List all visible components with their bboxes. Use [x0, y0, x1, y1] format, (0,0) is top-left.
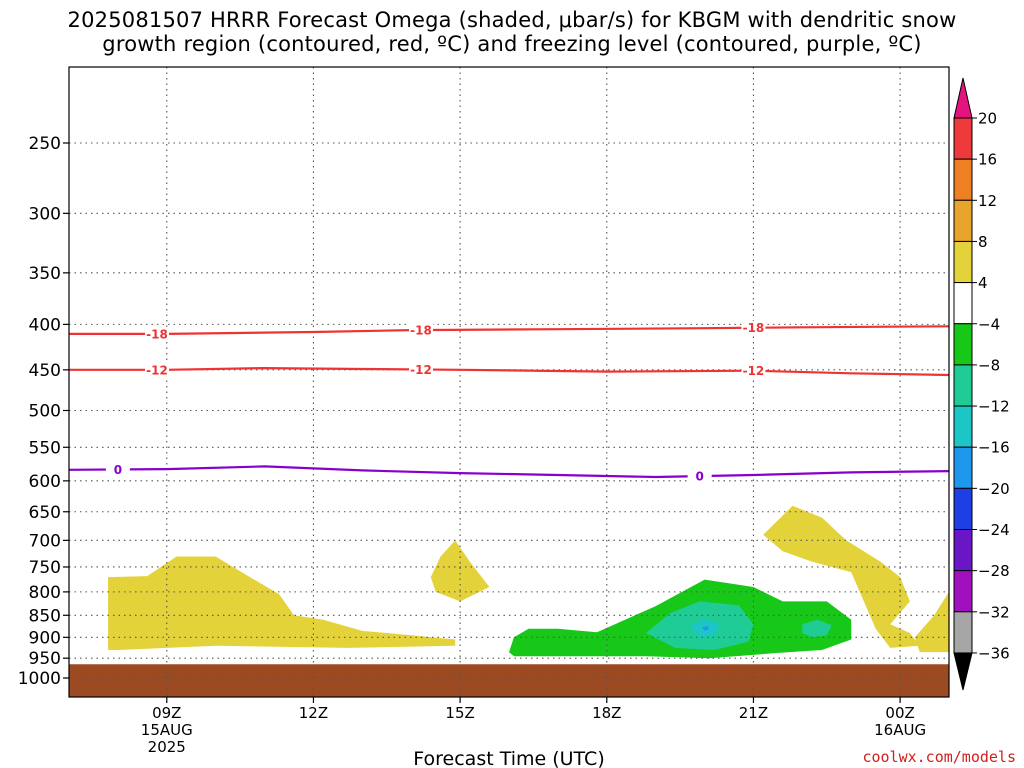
contour-lines: -18 -18 -18 -12 -12 -12 0 0 — [69, 320, 949, 484]
colorbar-top-arrow — [953, 77, 973, 119]
colorbar-label-12: −32 — [978, 603, 1010, 621]
omega-area-6 — [802, 619, 832, 638]
y-tick-label-250: 250 — [29, 134, 61, 154]
y-tick-label-550: 550 — [29, 438, 61, 458]
contour-line-0 — [69, 325, 949, 335]
x-tick-label-9-2: 2025 — [148, 738, 186, 756]
colorbar-bottom-arrow — [953, 652, 973, 691]
y-tick-label-750: 750 — [29, 558, 61, 578]
colorbar-label-6: −8 — [978, 356, 1000, 374]
x-tick-label-9-1: 15AUG — [141, 721, 193, 739]
colorbar-label-4: 4 — [978, 274, 988, 292]
contour-label-0-0: -18 — [146, 327, 168, 341]
colorbar-bin-13 — [953, 611, 973, 654]
contour-label-bg-0-0 — [145, 326, 169, 341]
colorbar-bin-3 — [953, 199, 973, 242]
colorbar-bin-12 — [953, 570, 973, 613]
colorbar-label-7: −12 — [978, 398, 1010, 416]
contour-label-0-2: -18 — [743, 321, 765, 335]
plot-frame — [68, 66, 950, 698]
contour-label-bg-1-2 — [741, 363, 766, 378]
contour-label-bg-1-1 — [409, 362, 433, 377]
contour-label-bg-1-0 — [145, 362, 169, 377]
omega-area-2 — [763, 505, 920, 648]
y-tick-label-700: 700 — [29, 531, 61, 551]
contour-label-1-1: -12 — [410, 363, 432, 377]
contour-label-bg-0-2 — [741, 320, 766, 335]
x-tick-label-24-1: 16AUG — [874, 721, 926, 739]
y-tick-label-650: 650 — [29, 503, 61, 523]
contour-label-2-0: 0 — [114, 463, 122, 477]
y-axis: 2503003504004505005506006507007508008509… — [18, 134, 69, 689]
contour-line-1 — [69, 366, 949, 377]
colorbar-bin-10 — [953, 487, 973, 531]
ground-fill — [69, 664, 949, 697]
grid-lines — [69, 67, 949, 697]
y-tick-label-800: 800 — [29, 583, 61, 603]
contour-label-2-1: 0 — [695, 470, 703, 484]
chart-title-line-2: growth region (contoured, red, ºC) and f… — [102, 32, 922, 56]
colorbar-label-8: −16 — [978, 439, 1010, 457]
x-tick-label-24-0: 00Z — [885, 704, 914, 722]
colorbar-bin-6 — [953, 323, 973, 366]
colorbar-label-5: −4 — [978, 315, 1000, 333]
colorbar-bin-9 — [953, 446, 973, 489]
colorbar-label-3: 8 — [978, 233, 988, 251]
colorbar-bin-2 — [953, 158, 973, 201]
colorbar-bin-4 — [953, 240, 973, 284]
contour-label-0-1: -18 — [410, 324, 432, 338]
contour-label-bg-2-0 — [105, 462, 130, 477]
contour-label-bg-0-1 — [409, 323, 433, 338]
colorbar-label-10: −24 — [978, 521, 1010, 539]
colorbar-bin-1 — [953, 117, 973, 160]
colorbar-label-11: −28 — [978, 562, 1010, 580]
contour-label-1-2: -12 — [743, 364, 765, 378]
omega-area-8 — [702, 625, 710, 631]
colorbar-label-1: 16 — [978, 151, 997, 169]
colorbar-bin-11 — [953, 529, 973, 572]
y-tick-label-950: 950 — [29, 649, 61, 669]
y-tick-label-300: 300 — [29, 204, 61, 224]
y-tick-label-850: 850 — [29, 606, 61, 626]
colorbar-bin-7 — [953, 364, 973, 407]
y-tick-label-900: 900 — [29, 628, 61, 648]
colorbar-bin-8 — [953, 405, 973, 448]
x-tick-label-12-0: 12Z — [299, 704, 328, 722]
omega-area-0 — [108, 556, 456, 650]
contour-label-bg-2-1 — [687, 469, 712, 484]
colorbar-label-0: 20 — [978, 110, 997, 128]
x-tick-label-15-0: 15Z — [445, 704, 474, 722]
x-tick-label-21-0: 21Z — [739, 704, 768, 722]
colorbar-label-9: −20 — [978, 480, 1010, 498]
chart-title-line-1: 2025081507 HRRR Forecast Omega (shaded, … — [67, 8, 957, 32]
chart-title: 2025081507 HRRR Forecast Omega (shaded, … — [0, 8, 1024, 56]
y-tick-label-400: 400 — [29, 315, 61, 335]
x-tick-label-18-0: 18Z — [592, 704, 621, 722]
omega-shaded-areas — [108, 505, 949, 659]
x-tick-label-9-0: 09Z — [152, 704, 181, 722]
contour-line-2 — [69, 465, 949, 479]
omega-area-1 — [430, 540, 490, 602]
credit-text: coolwx.com/models — [862, 748, 1016, 766]
colorbar: 20 16 12 8 4 −4 −8 −12 −16 −20 −24 −28 −32 −36 — [953, 77, 1010, 691]
y-tick-label-500: 500 — [29, 402, 61, 422]
y-tick-label-600: 600 — [29, 472, 61, 492]
x-axis-title: Forecast Time (UTC) — [413, 748, 604, 768]
y-tick-label-1000: 1000 — [18, 669, 61, 689]
y-tick-label-350: 350 — [29, 264, 61, 284]
ground-layer — [69, 664, 949, 697]
y-tick-label-450: 450 — [29, 361, 61, 381]
colorbar-label-13: −36 — [978, 644, 1010, 662]
omega-area-3 — [914, 591, 949, 653]
contour-label-1-0: -12 — [146, 363, 168, 377]
colorbar-bin-5 — [953, 282, 973, 325]
colorbar-label-2: 12 — [978, 192, 997, 210]
